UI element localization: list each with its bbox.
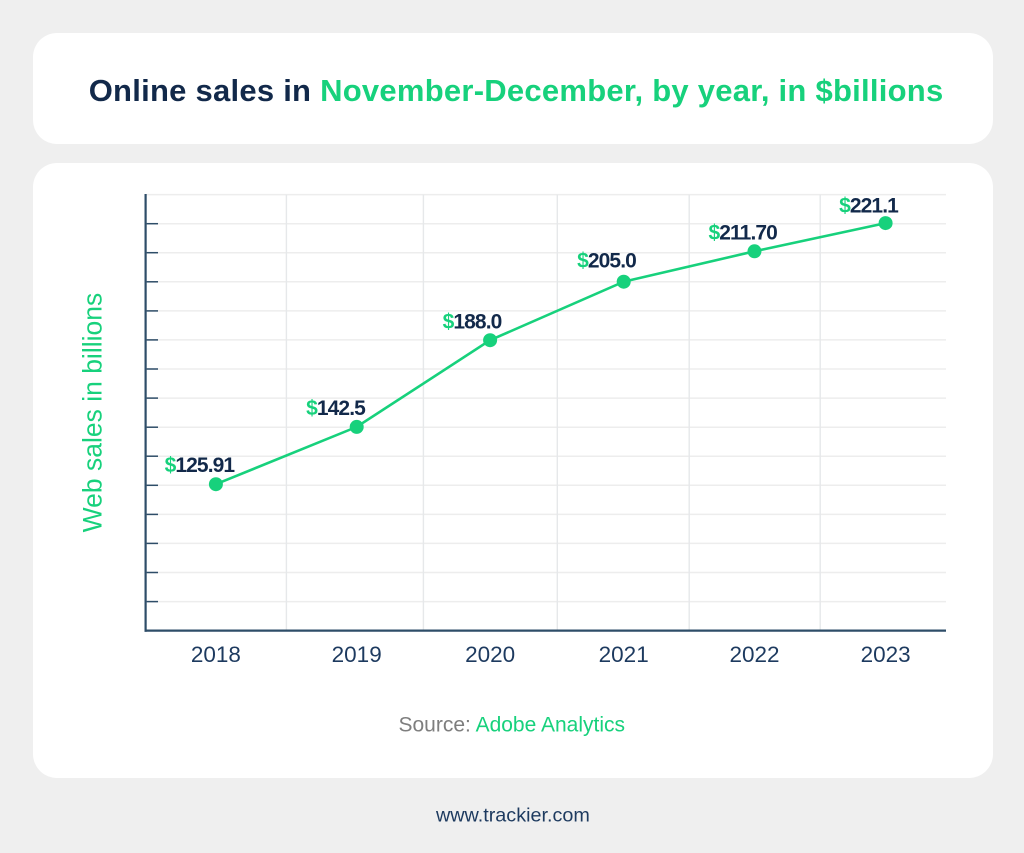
svg-text:2020: 2020 bbox=[465, 642, 515, 667]
svg-text:$188.0: $188.0 bbox=[443, 310, 502, 333]
svg-text:2018: 2018 bbox=[191, 642, 241, 667]
svg-text:$142.5: $142.5 bbox=[306, 397, 366, 420]
svg-text:2022: 2022 bbox=[729, 642, 779, 667]
svg-text:Source: Adobe Analytics: Source: Adobe Analytics bbox=[399, 714, 626, 737]
svg-text:Online sales in November-Decem: Online sales in November-December, by ye… bbox=[89, 73, 944, 108]
svg-text:$211.70: $211.70 bbox=[709, 222, 778, 245]
svg-text:Web sales in billions: Web sales in billions bbox=[78, 293, 108, 533]
svg-text:2019: 2019 bbox=[332, 642, 382, 667]
svg-text:$125.91: $125.91 bbox=[165, 454, 236, 477]
svg-text:$221.1: $221.1 bbox=[839, 194, 899, 217]
svg-text:2021: 2021 bbox=[599, 642, 649, 667]
svg-text:www.trackier.com: www.trackier.com bbox=[435, 805, 590, 827]
svg-text:2023: 2023 bbox=[861, 642, 911, 667]
svg-text:$205.0: $205.0 bbox=[577, 250, 636, 273]
